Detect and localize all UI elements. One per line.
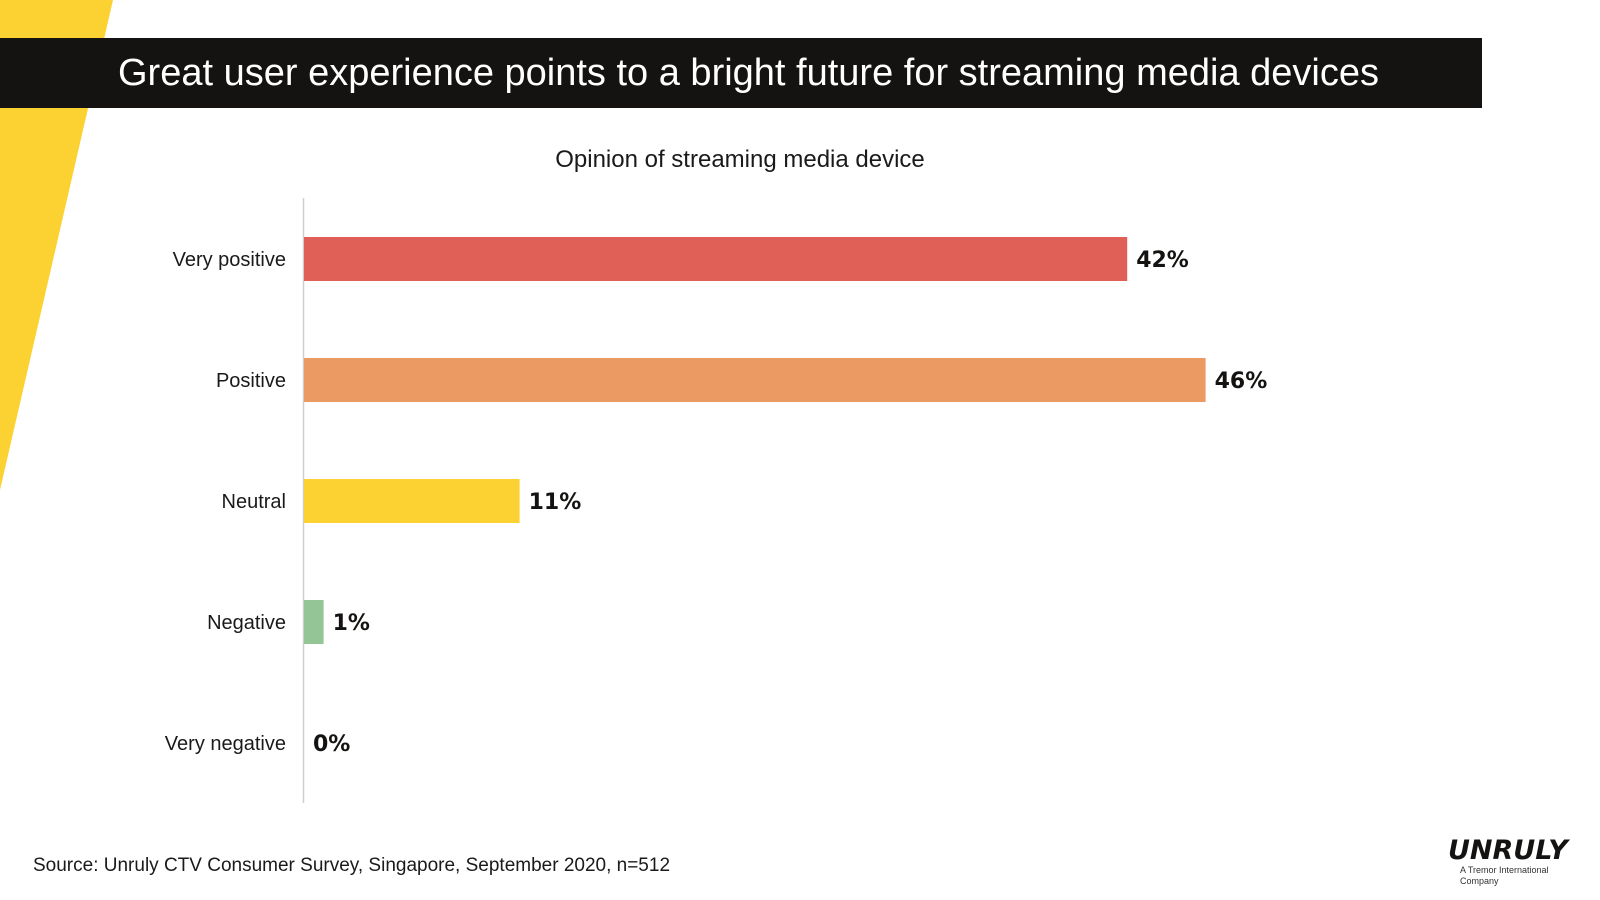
bar <box>304 358 1206 402</box>
page-title: Great user experience points to a bright… <box>118 52 1379 94</box>
data-label: 1% <box>333 611 370 636</box>
category-label: Very positive <box>173 249 286 271</box>
unruly-logo: UNRULY A Tremor International Company <box>1448 837 1578 887</box>
accent-stripe <box>0 0 113 490</box>
logo-wordmark: UNRULY <box>1448 835 1568 866</box>
bar <box>304 479 520 523</box>
bar <box>304 600 324 644</box>
data-label: 0% <box>313 732 350 757</box>
category-label: Positive <box>216 370 286 392</box>
bars-group: Very positive 42% Positive 46% Neutral 11% Neg… <box>165 237 1267 757</box>
logo-tagline: A Tremor International Company <box>1460 865 1549 886</box>
category-label: Very negative <box>165 733 286 755</box>
data-label: 46% <box>1215 369 1268 394</box>
data-label: 42% <box>1136 248 1189 273</box>
data-label: 11% <box>529 490 582 515</box>
chart-title: Opinion of streaming media device <box>555 146 925 173</box>
title-bar: Great user experience points to a bright… <box>0 38 1482 108</box>
category-label: Neutral <box>222 491 286 513</box>
category-label: Negative <box>207 612 286 634</box>
source-note: Source: Unruly CTV Consumer Survey, Sing… <box>33 855 671 876</box>
bar <box>304 237 1128 281</box>
accent-stripe-shape <box>0 0 113 490</box>
